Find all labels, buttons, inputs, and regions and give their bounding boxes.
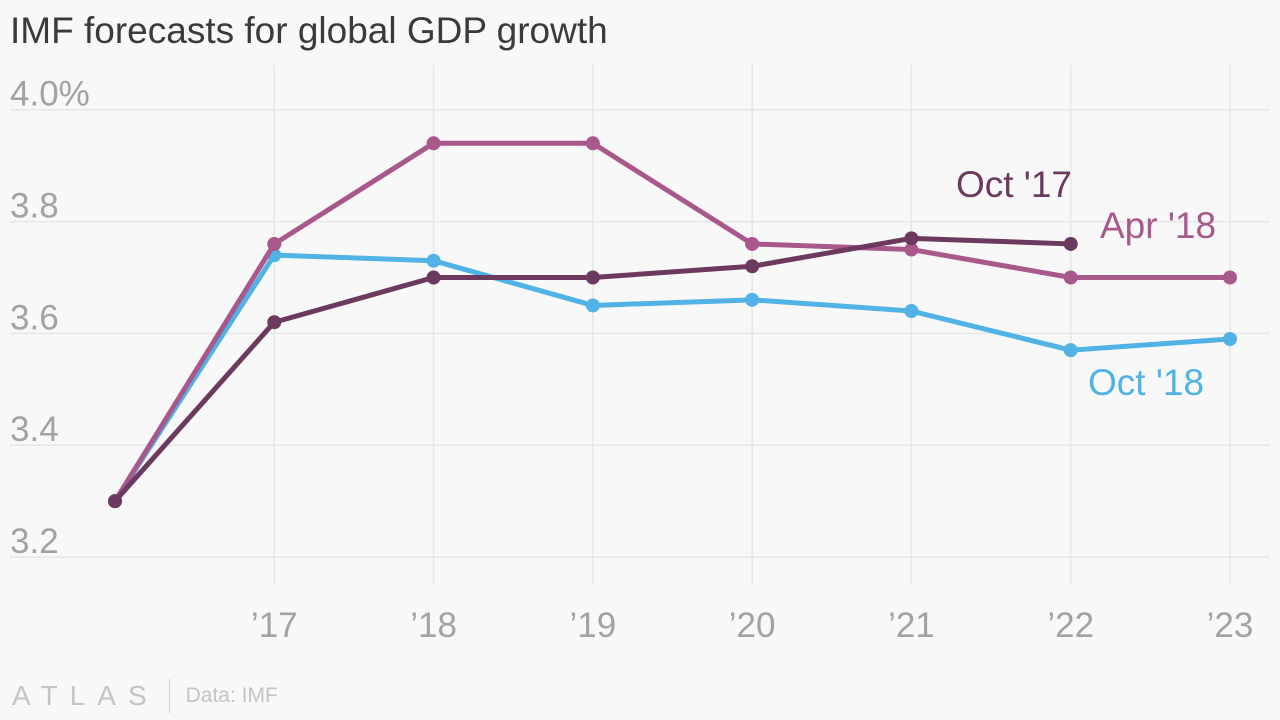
data-point-apr-18 [904,242,919,257]
x-tick-label: ’17 [251,606,298,645]
y-tick-label: 3.8 [10,187,59,226]
data-point-oct-18 [1223,332,1237,346]
grid-lines [10,65,1270,585]
series-layer [108,136,1237,509]
data-point-apr-18 [426,136,441,151]
atlas-logo: ATLAS [12,680,159,711]
data-point-oct-17 [267,315,282,330]
data-point-oct-18 [426,253,441,268]
data-point-apr-18 [745,236,760,251]
data-point-oct-18 [585,298,600,313]
data-point-oct-18 [1063,343,1078,358]
y-tick-label: 4.0% [10,75,90,114]
y-tick-label: 3.6 [10,298,59,337]
footer: ATLAS Data: IMF [12,676,278,716]
x-tick-label: ’19 [569,606,616,645]
series-label-oct-18: Oct '18 [1088,362,1204,403]
y-tick-label: 3.4 [10,410,59,449]
x-tick-label: ’23 [1207,606,1254,645]
series-labels: Oct '18 Apr '18 Oct '17 [956,164,1216,403]
data-point-apr-18 [585,136,600,151]
axis-tick-labels: 3.2 3.4 3.6 3.8 4.0% ’17 ’18 ’19 ’20 ’21 ’22 ’23 [10,75,1253,645]
data-point-apr-18 [1223,270,1237,285]
x-tick-label: ’20 [729,606,776,645]
series-line-apr-18 [112,140,1233,504]
data-point-oct-18 [904,304,919,319]
series-oct-18 [108,248,1237,509]
x-tick-label: ’21 [888,606,935,645]
data-point-oct-17 [1063,236,1078,251]
series-line-oct-18 [112,252,1233,504]
data-point-oct-17 [745,259,760,274]
series-label-oct-17: Oct '17 [956,164,1072,205]
data-point-oct-17 [904,231,919,246]
chart-title: IMF forecasts for global GDP growth [10,10,608,51]
data-point-oct-17 [426,270,441,285]
data-point-apr-18 [1063,270,1078,285]
y-tick-label: 3.2 [10,522,59,561]
source-note: Data: IMF [185,684,278,707]
footer-divider [168,679,170,713]
data-point-oct-17 [108,494,122,509]
x-tick-label: ’22 [1047,606,1094,645]
data-point-oct-17 [585,270,600,285]
x-tick-label: ’18 [410,606,457,645]
series-label-apr-18: Apr '18 [1100,205,1216,246]
data-point-apr-18 [267,236,282,251]
series-oct-17 [108,231,1078,509]
data-point-oct-18 [745,292,760,307]
